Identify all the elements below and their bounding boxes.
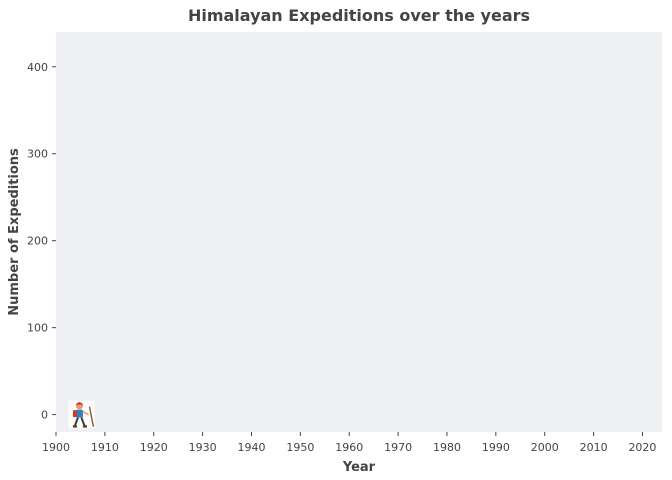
y-axis-label: Number of Expeditions bbox=[7, 148, 22, 316]
y-tick-label: 0 bbox=[41, 409, 48, 422]
x-tick-label: 1940 bbox=[237, 441, 265, 454]
x-tick-label: 1930 bbox=[189, 441, 217, 454]
y-tick-label: 200 bbox=[27, 235, 48, 248]
x-tick-label: 2010 bbox=[580, 441, 608, 454]
x-tick-label: 1970 bbox=[384, 441, 412, 454]
x-tick-label: 2000 bbox=[531, 441, 559, 454]
y-tick-label: 300 bbox=[27, 148, 48, 161]
y-tick-label: 400 bbox=[27, 61, 48, 74]
data-points bbox=[68, 400, 95, 429]
y-axis: 0 100 200 300 400 bbox=[27, 61, 56, 422]
chart-title: Himalayan Expeditions over the years bbox=[188, 6, 530, 25]
plot-panel bbox=[56, 32, 662, 432]
x-tick-label: 1920 bbox=[140, 441, 168, 454]
x-tick-label: 1980 bbox=[433, 441, 461, 454]
x-tick-label: 1990 bbox=[482, 441, 510, 454]
x-tick-label: 1910 bbox=[91, 441, 119, 454]
x-tick-label: 1900 bbox=[42, 441, 70, 454]
x-tick-label: 1950 bbox=[286, 441, 314, 454]
x-tick-label: 2020 bbox=[628, 441, 656, 454]
hiker-icon bbox=[68, 400, 95, 429]
x-axis-label: Year bbox=[342, 460, 376, 475]
y-tick-label: 100 bbox=[27, 322, 48, 335]
x-axis: 1900 1910 1920 1930 1940 1950 1960 1970 1980 1990… bbox=[42, 432, 656, 454]
x-tick-label: 1960 bbox=[335, 441, 363, 454]
